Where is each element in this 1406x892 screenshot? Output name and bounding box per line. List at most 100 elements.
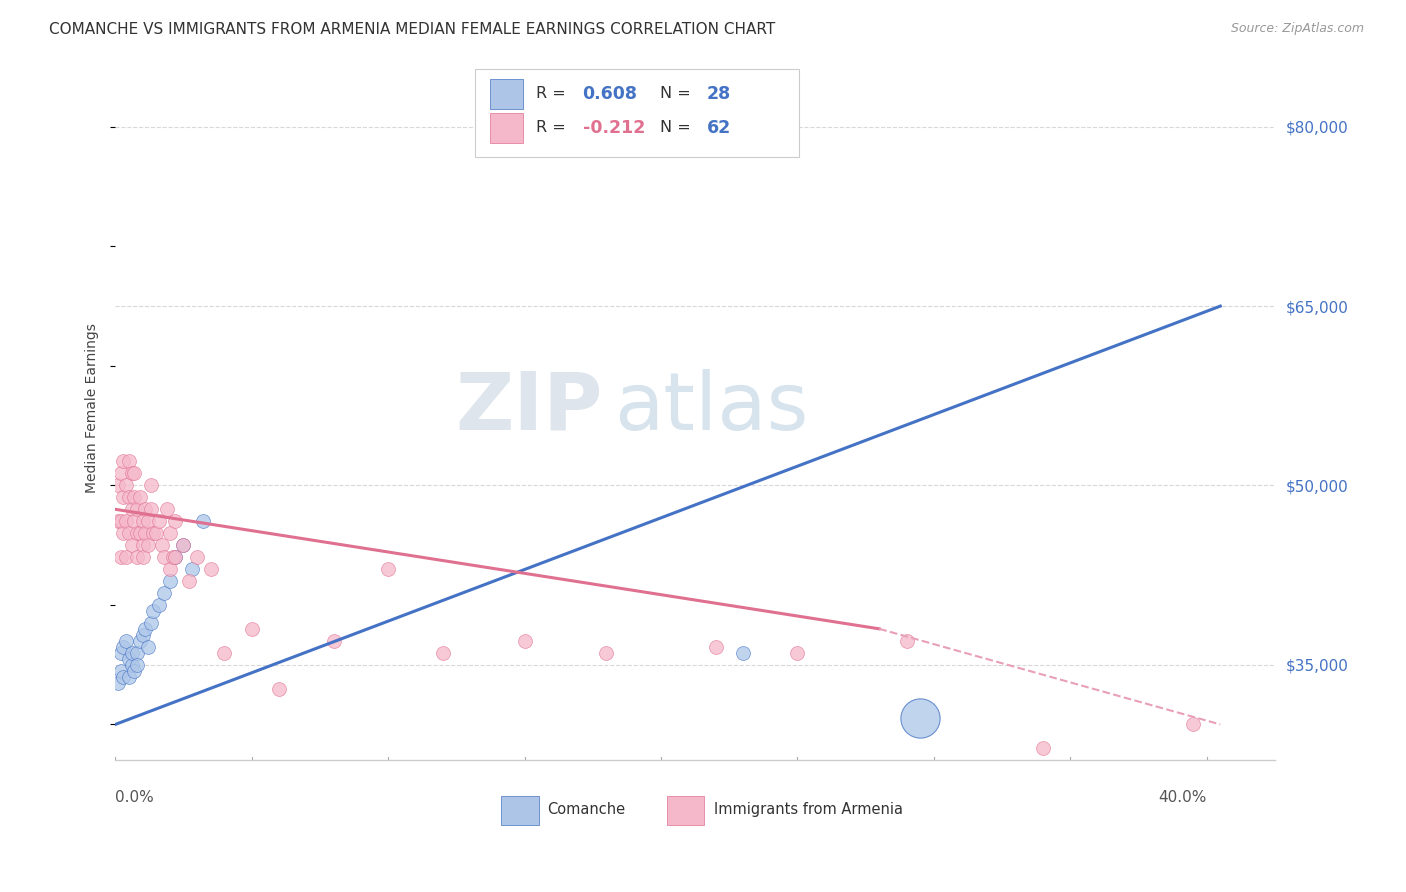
Point — [172, 538, 194, 552]
Point — [159, 574, 181, 588]
Point — [112, 526, 135, 541]
Point — [139, 502, 162, 516]
Point — [107, 514, 129, 528]
Point — [121, 646, 143, 660]
Point — [127, 550, 149, 565]
Text: 40.0%: 40.0% — [1159, 790, 1206, 805]
Point — [112, 491, 135, 505]
FancyBboxPatch shape — [502, 796, 538, 825]
Point — [896, 633, 918, 648]
Point — [153, 550, 176, 565]
Point — [110, 467, 132, 481]
Point — [121, 502, 143, 516]
Point — [128, 526, 150, 541]
Point — [136, 514, 159, 528]
Point — [121, 467, 143, 481]
Point — [134, 526, 156, 541]
Text: Immigrants from Armenia: Immigrants from Armenia — [714, 802, 903, 817]
Point — [118, 670, 141, 684]
Point — [191, 514, 214, 528]
Text: R =: R = — [536, 87, 571, 102]
Point — [115, 514, 138, 528]
Point — [172, 538, 194, 552]
Point — [121, 657, 143, 672]
Point — [145, 526, 167, 541]
Point — [142, 604, 165, 618]
Point — [118, 454, 141, 468]
Point — [127, 526, 149, 541]
Point — [153, 586, 176, 600]
Point — [513, 633, 536, 648]
Text: 28: 28 — [707, 85, 731, 103]
Text: N =: N = — [661, 87, 696, 102]
Point — [267, 681, 290, 696]
Point — [112, 454, 135, 468]
Point — [159, 562, 181, 576]
Text: 62: 62 — [707, 119, 731, 136]
Point — [127, 502, 149, 516]
Point — [136, 538, 159, 552]
Point — [127, 657, 149, 672]
Point — [112, 640, 135, 654]
Point — [214, 646, 236, 660]
Point — [110, 664, 132, 678]
Point — [110, 646, 132, 660]
Point — [148, 598, 170, 612]
Point — [118, 491, 141, 505]
Text: -0.212: -0.212 — [582, 119, 645, 136]
Text: atlas: atlas — [614, 368, 808, 447]
Point — [124, 467, 146, 481]
Text: 0.0%: 0.0% — [115, 790, 155, 805]
Text: Source: ZipAtlas.com: Source: ZipAtlas.com — [1230, 22, 1364, 36]
Point — [124, 664, 146, 678]
Point — [131, 550, 153, 565]
Point — [112, 670, 135, 684]
FancyBboxPatch shape — [489, 79, 523, 109]
Point — [115, 550, 138, 565]
Point — [595, 646, 617, 660]
Point — [200, 562, 222, 576]
Point — [121, 538, 143, 552]
Point — [150, 538, 173, 552]
Point — [115, 478, 138, 492]
Text: ZIP: ZIP — [456, 368, 602, 447]
Text: COMANCHE VS IMMIGRANTS FROM ARMENIA MEDIAN FEMALE EARNINGS CORRELATION CHART: COMANCHE VS IMMIGRANTS FROM ARMENIA MEDI… — [49, 22, 776, 37]
Point — [240, 622, 263, 636]
Point — [128, 491, 150, 505]
FancyBboxPatch shape — [489, 113, 523, 143]
Point — [124, 491, 146, 505]
Point — [322, 633, 344, 648]
Point — [139, 478, 162, 492]
FancyBboxPatch shape — [475, 70, 800, 157]
Point — [118, 651, 141, 665]
Text: N =: N = — [661, 120, 696, 136]
Point — [115, 633, 138, 648]
Point — [131, 514, 153, 528]
Point — [127, 646, 149, 660]
Point — [159, 526, 181, 541]
Point — [908, 711, 931, 725]
Point — [139, 615, 162, 630]
Point — [131, 628, 153, 642]
Point — [134, 502, 156, 516]
Point — [118, 526, 141, 541]
Point — [156, 502, 179, 516]
Point — [177, 574, 200, 588]
Point — [136, 640, 159, 654]
Point — [432, 646, 454, 660]
Point — [128, 633, 150, 648]
Point — [165, 550, 187, 565]
Text: 0.608: 0.608 — [582, 85, 637, 103]
Point — [704, 640, 727, 654]
Point — [165, 514, 187, 528]
Point — [180, 562, 202, 576]
Point — [107, 478, 129, 492]
Point — [1032, 741, 1054, 756]
Point — [162, 550, 184, 565]
Point — [165, 550, 187, 565]
Text: Comanche: Comanche — [547, 802, 624, 817]
FancyBboxPatch shape — [668, 796, 704, 825]
Text: R =: R = — [536, 120, 571, 136]
Point — [110, 550, 132, 565]
Point — [148, 514, 170, 528]
